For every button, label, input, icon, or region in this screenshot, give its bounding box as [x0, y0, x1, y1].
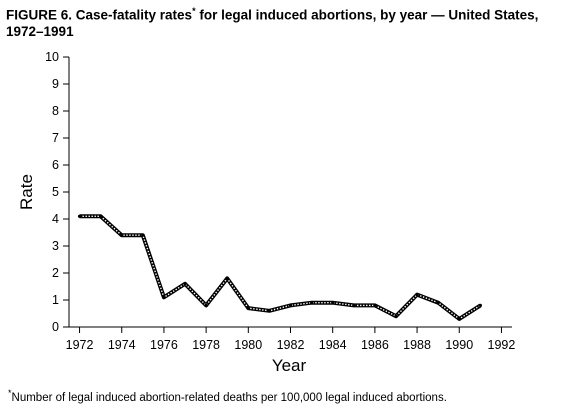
data-point [415, 293, 419, 297]
x-tick-label: 1972 [66, 338, 94, 352]
footnote: *Number of legal induced abortion-relate… [8, 388, 447, 404]
y-tick-label: 10 [45, 50, 59, 64]
data-point [309, 301, 314, 305]
x-tick-label: 1988 [403, 338, 431, 352]
x-axis-label: Year [272, 356, 307, 375]
y-axis-label: Rate [17, 174, 36, 210]
data-point [120, 233, 124, 237]
data-point [288, 303, 293, 307]
x-tick-label: 1980 [234, 338, 262, 352]
data-point [436, 301, 440, 305]
data-point [267, 309, 272, 313]
data-point [77, 214, 82, 218]
y-tick-label: 1 [52, 293, 59, 307]
chart-title: FIGURE 6. Case-fatality rates* for legal… [6, 3, 576, 40]
data-point [225, 276, 229, 280]
x-tick-label: 1992 [488, 338, 516, 352]
data-point [352, 303, 356, 307]
axes [68, 57, 512, 328]
y-tick-label: 0 [52, 320, 59, 334]
title-footnote-marker: * [192, 6, 196, 16]
series [77, 214, 482, 321]
x-tick-label: 1984 [319, 338, 347, 352]
footnote-text: Number of legal induced abortion-related… [11, 391, 447, 404]
data-point [99, 214, 103, 218]
x-tick-label: 1986 [361, 338, 389, 352]
data-point [141, 233, 145, 237]
data-point [204, 303, 208, 307]
y-tick-label: 5 [52, 185, 59, 199]
y-tick-label: 8 [52, 104, 59, 118]
x-tick-label: 1982 [277, 338, 305, 352]
y-tick-label: 9 [52, 77, 59, 91]
series-line [79, 215, 481, 320]
y-tick-label: 3 [52, 239, 59, 253]
x-tick-label: 1974 [108, 338, 136, 352]
x-tick-label: 1978 [192, 338, 220, 352]
data-point [331, 301, 335, 305]
data-point [246, 306, 250, 310]
title-text: FIGURE 6. Case-fatality rates [6, 7, 193, 23]
x-tick-label: 1976 [150, 338, 178, 352]
y-tick-label: 4 [52, 212, 59, 226]
x-tick-label: 1990 [445, 338, 473, 352]
data-point [162, 295, 166, 299]
y-tick-label: 2 [52, 266, 59, 280]
footnote-marker: * [8, 388, 12, 398]
data-point [394, 314, 398, 318]
data-point [457, 317, 461, 321]
data-point [183, 282, 187, 286]
title-text-continued: for legal induced abortions, by year — U… [6, 7, 539, 39]
y-tick-label: 6 [52, 158, 59, 172]
ticks: 0 1 2 3 4 5 6 7 8 9 10 1972 1974 1976 1978 1980 1982 1984… [45, 50, 515, 352]
data-point [478, 303, 482, 307]
data-point [373, 303, 377, 307]
series-line-outer [79, 214, 482, 321]
y-tick-label: 7 [52, 131, 59, 145]
